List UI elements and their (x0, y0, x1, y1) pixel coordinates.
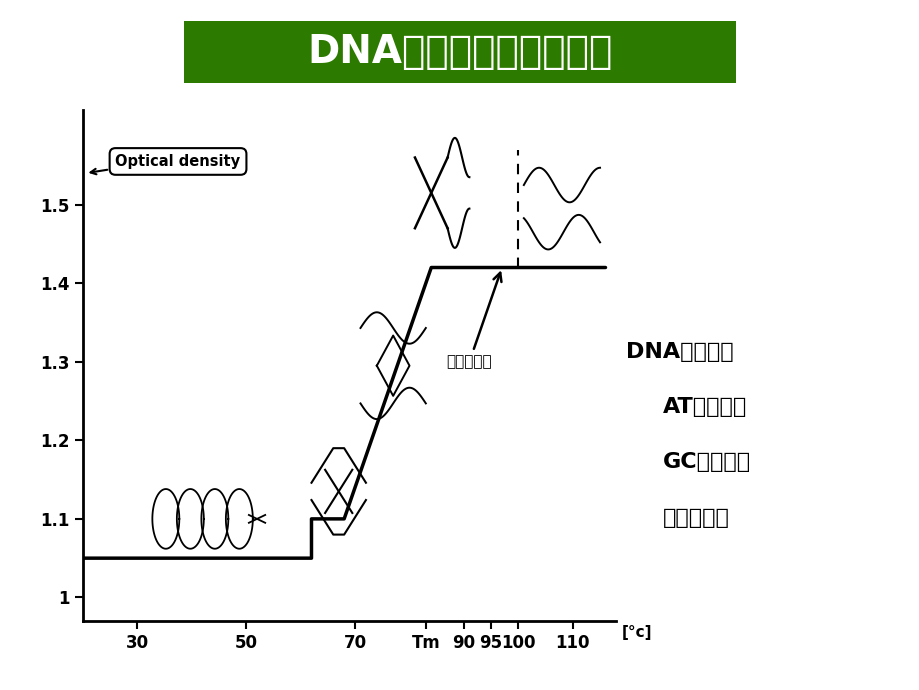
Text: 阶梯式曲线: 阶梯式曲线 (662, 508, 729, 527)
Text: GC区后解链: GC区后解链 (662, 453, 750, 472)
Text: [°c]: [°c] (621, 625, 652, 640)
Text: DNA变性的动态变化过程: DNA变性的动态变化过程 (307, 32, 612, 71)
Text: Optical density: Optical density (116, 154, 241, 169)
Text: 两条链分开: 两条链分开 (446, 273, 501, 369)
Text: DNA变性曲线: DNA变性曲线 (625, 342, 732, 362)
Text: AT区先解链: AT区先解链 (662, 397, 746, 417)
